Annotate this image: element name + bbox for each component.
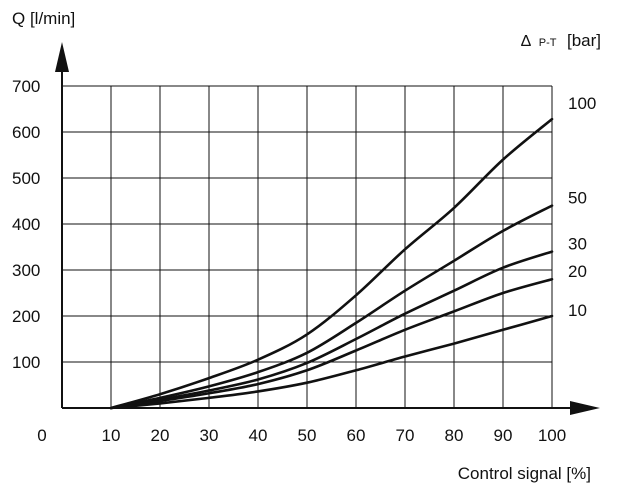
series-label-50: 50 <box>568 189 587 208</box>
y-tick-label: 500 <box>12 169 40 188</box>
x-tick-label: 70 <box>396 426 415 445</box>
y-tick-label: 600 <box>12 123 40 142</box>
y-tick-label: 400 <box>12 215 40 234</box>
x-tick-label: 40 <box>249 426 268 445</box>
x-axis-label: Control signal [%] <box>458 464 591 483</box>
y-axis-arrow <box>55 42 69 72</box>
origin-label: 0 <box>37 426 46 445</box>
y-axis-label: Q [l/min] <box>12 9 75 28</box>
series-label-20: 20 <box>568 262 587 281</box>
x-tick-label: 10 <box>102 426 121 445</box>
y-tick-label: 700 <box>12 77 40 96</box>
y-tick-label: 200 <box>12 307 40 326</box>
x-tick-label: 100 <box>538 426 566 445</box>
y-tick-label: 300 <box>12 261 40 280</box>
series-line-10 <box>109 314 554 410</box>
y-tick-label: 100 <box>12 353 40 372</box>
x-tick-label: 30 <box>200 426 219 445</box>
axes <box>55 42 600 415</box>
series-label-10: 10 <box>568 301 587 320</box>
legend-title-delta: Δ <box>521 33 532 50</box>
series-label-100: 100 <box>568 94 596 113</box>
series-lines <box>109 117 554 410</box>
x-tick-label: 60 <box>347 426 366 445</box>
series-line-50 <box>109 204 554 410</box>
legend-title: Δ P-T [bar] <box>521 31 601 50</box>
legend-title-unit: [bar] <box>567 31 601 50</box>
legend-title-sub: P-T <box>539 37 557 49</box>
series-label-30: 30 <box>568 235 587 254</box>
x-tick-label: 80 <box>445 426 464 445</box>
x-tick-label: 50 <box>298 426 317 445</box>
series-line-20 <box>109 277 554 410</box>
series-line-100 <box>109 117 554 410</box>
x-axis-arrow <box>570 401 600 415</box>
series-line-30 <box>109 250 554 410</box>
x-tick-label: 20 <box>151 426 170 445</box>
x-tick-label: 90 <box>494 426 513 445</box>
grid <box>62 85 553 408</box>
